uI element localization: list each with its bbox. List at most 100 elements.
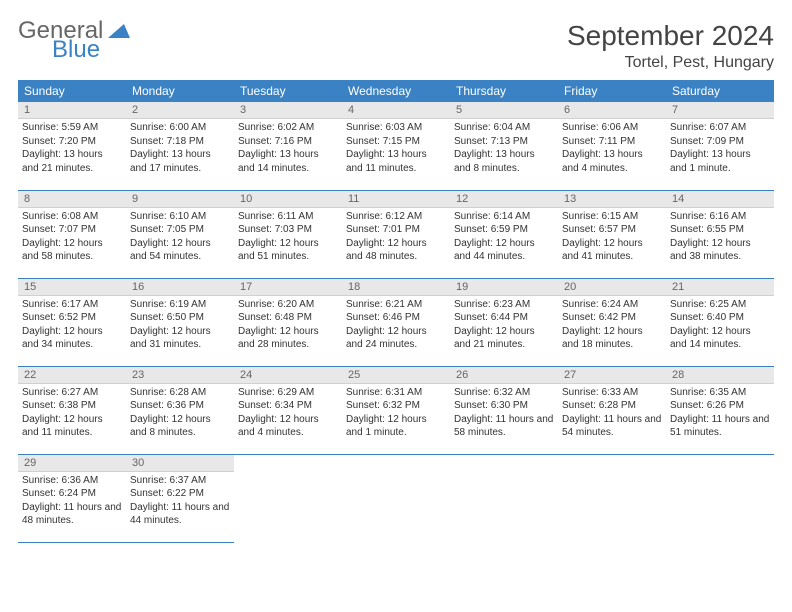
- day-number: 20: [558, 279, 666, 296]
- day-number: 25: [342, 367, 450, 384]
- sunset-text: Sunset: 6:32 PM: [346, 399, 446, 413]
- sunrise-text: Sunrise: 6:06 AM: [562, 121, 662, 135]
- daylight-text: Daylight: 11 hours and 58 minutes.: [454, 413, 554, 440]
- sunset-text: Sunset: 7:11 PM: [562, 135, 662, 149]
- sunrise-text: Sunrise: 6:00 AM: [130, 121, 230, 135]
- daylight-text: Daylight: 13 hours and 11 minutes.: [346, 148, 446, 175]
- logo-triangle-icon: [108, 22, 130, 43]
- daylight-text: Daylight: 12 hours and 54 minutes.: [130, 237, 230, 264]
- sunrise-text: Sunrise: 6:37 AM: [130, 474, 230, 488]
- daylight-text: Daylight: 12 hours and 38 minutes.: [670, 237, 770, 264]
- sunset-text: Sunset: 7:01 PM: [346, 223, 446, 237]
- daylight-text: Daylight: 13 hours and 4 minutes.: [562, 148, 662, 175]
- day-cell: 11Sunrise: 6:12 AMSunset: 7:01 PMDayligh…: [342, 190, 450, 278]
- daylight-text: Daylight: 11 hours and 54 minutes.: [562, 413, 662, 440]
- sunrise-text: Sunrise: 6:14 AM: [454, 210, 554, 224]
- sunset-text: Sunset: 7:20 PM: [22, 135, 122, 149]
- day-header: Wednesday: [342, 80, 450, 102]
- sunrise-text: Sunrise: 6:12 AM: [346, 210, 446, 224]
- sunrise-text: Sunrise: 6:25 AM: [670, 298, 770, 312]
- daylight-text: Daylight: 12 hours and 11 minutes.: [22, 413, 122, 440]
- sunrise-text: Sunrise: 6:28 AM: [130, 386, 230, 400]
- day-cell: 10Sunrise: 6:11 AMSunset: 7:03 PMDayligh…: [234, 190, 342, 278]
- day-number: 12: [450, 191, 558, 208]
- day-header: Friday: [558, 80, 666, 102]
- daylight-text: Daylight: 12 hours and 34 minutes.: [22, 325, 122, 352]
- empty-cell: [558, 454, 666, 542]
- sunrise-text: Sunrise: 6:11 AM: [238, 210, 338, 224]
- day-cell: 21 Sunrise: 6:25 AMSunset: 6:40 PMDayligh…: [666, 278, 774, 366]
- daylight-text: Daylight: 12 hours and 18 minutes.: [562, 325, 662, 352]
- day-cell: 22Sunrise: 6:27 AMSunset: 6:38 PMDayligh…: [18, 366, 126, 454]
- sunset-text: Sunset: 6:44 PM: [454, 311, 554, 325]
- sunset-text: Sunset: 6:36 PM: [130, 399, 230, 413]
- location: Tortel, Pest, Hungary: [567, 54, 774, 72]
- sunset-text: Sunset: 6:26 PM: [670, 399, 770, 413]
- day-number: 18: [342, 279, 450, 296]
- day-cell: 27Sunrise: 6:33 AMSunset: 6:28 PMDayligh…: [558, 366, 666, 454]
- empty-cell: [342, 454, 450, 542]
- sunrise-text: Sunrise: 6:16 AM: [670, 210, 770, 224]
- day-number: 8: [18, 191, 126, 208]
- daylight-text: Daylight: 12 hours and 28 minutes.: [238, 325, 338, 352]
- day-header: Tuesday: [234, 80, 342, 102]
- sunset-text: Sunset: 7:13 PM: [454, 135, 554, 149]
- daylight-text: Daylight: 12 hours and 51 minutes.: [238, 237, 338, 264]
- day-cell: 6Sunrise: 6:06 AMSunset: 7:11 PMDaylight…: [558, 102, 666, 190]
- day-number: 28: [666, 367, 774, 384]
- daylight-text: Daylight: 12 hours and 31 minutes.: [130, 325, 230, 352]
- sunrise-text: Sunrise: 6:23 AM: [454, 298, 554, 312]
- day-number: 19: [450, 279, 558, 296]
- day-header: Saturday: [666, 80, 774, 102]
- sunset-text: Sunset: 6:46 PM: [346, 311, 446, 325]
- sunset-text: Sunset: 7:18 PM: [130, 135, 230, 149]
- sunset-text: Sunset: 6:52 PM: [22, 311, 122, 325]
- day-number: 13: [558, 191, 666, 208]
- sunrise-text: Sunrise: 6:04 AM: [454, 121, 554, 135]
- daylight-text: Daylight: 12 hours and 1 minute.: [346, 413, 446, 440]
- day-cell: 25 Sunrise: 6:31 AMSunset: 6:32 PMDayligh…: [342, 366, 450, 454]
- day-cell: 7 Sunrise: 6:07 AMSunset: 7:09 PMDaylight…: [666, 102, 774, 190]
- day-number: 21: [666, 279, 774, 296]
- daylight-text: Daylight: 12 hours and 44 minutes.: [454, 237, 554, 264]
- empty-cell: [450, 454, 558, 542]
- day-number: 30: [126, 455, 234, 472]
- day-number: 26: [450, 367, 558, 384]
- day-cell: 17Sunrise: 6:20 AMSunset: 6:48 PMDayligh…: [234, 278, 342, 366]
- day-number: 3: [234, 102, 342, 119]
- sunrise-text: Sunrise: 6:29 AM: [238, 386, 338, 400]
- day-cell: 20Sunrise: 6:24 AMSunset: 6:42 PMDayligh…: [558, 278, 666, 366]
- daylight-text: Daylight: 12 hours and 24 minutes.: [346, 325, 446, 352]
- daylight-text: Daylight: 11 hours and 51 minutes.: [670, 413, 770, 440]
- sunset-text: Sunset: 6:30 PM: [454, 399, 554, 413]
- day-number: 7: [666, 102, 774, 119]
- daylight-text: Daylight: 13 hours and 8 minutes.: [454, 148, 554, 175]
- sunrise-text: Sunrise: 6:31 AM: [346, 386, 446, 400]
- day-cell: 14Sunrise: 6:16 AMSunset: 6:55 PMDayligh…: [666, 190, 774, 278]
- empty-cell: [234, 454, 342, 542]
- day-number: 23: [126, 367, 234, 384]
- day-cell: 30Sunrise: 6:37 AMSunset: 6:22 PMDayligh…: [126, 454, 234, 542]
- daylight-text: Daylight: 13 hours and 1 minute.: [670, 148, 770, 175]
- sunset-text: Sunset: 7:09 PM: [670, 135, 770, 149]
- sunset-text: Sunset: 6:34 PM: [238, 399, 338, 413]
- day-number: 24: [234, 367, 342, 384]
- day-number: 11: [342, 191, 450, 208]
- sunset-text: Sunset: 6:40 PM: [670, 311, 770, 325]
- day-cell: 16Sunrise: 6:19 AMSunset: 6:50 PMDayligh…: [126, 278, 234, 366]
- sunrise-text: Sunrise: 6:07 AM: [670, 121, 770, 135]
- daylight-text: Daylight: 12 hours and 14 minutes.: [670, 325, 770, 352]
- day-cell: 8Sunrise: 6:08 AMSunset: 7:07 PMDaylight…: [18, 190, 126, 278]
- day-number: 15: [18, 279, 126, 296]
- day-number: 22: [18, 367, 126, 384]
- calendar-table: SundayMondayTuesdayWednesdayThursdayFrid…: [18, 80, 774, 543]
- daylight-text: Daylight: 13 hours and 14 minutes.: [238, 148, 338, 175]
- day-cell: 23Sunrise: 6:28 AMSunset: 6:36 PMDayligh…: [126, 366, 234, 454]
- sunrise-text: Sunrise: 5:59 AM: [22, 121, 122, 135]
- sunrise-text: Sunrise: 6:03 AM: [346, 121, 446, 135]
- sunrise-text: Sunrise: 6:17 AM: [22, 298, 122, 312]
- day-cell: 1Sunrise: 5:59 AMSunset: 7:20 PMDaylight…: [18, 102, 126, 190]
- day-cell: 28Sunrise: 6:35 AMSunset: 6:26 PMDayligh…: [666, 366, 774, 454]
- day-cell: 18Sunrise: 6:21 AMSunset: 6:46 PMDayligh…: [342, 278, 450, 366]
- sunset-text: Sunset: 6:22 PM: [130, 487, 230, 501]
